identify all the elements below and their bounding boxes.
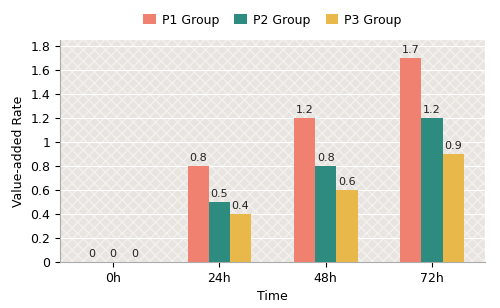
Bar — [315, 166, 336, 262]
Bar — [230, 214, 252, 262]
Text: 0.6: 0.6 — [338, 177, 355, 187]
Text: 1.2: 1.2 — [296, 105, 313, 115]
Text: 0: 0 — [110, 249, 116, 259]
Y-axis label: Value-added Rate: Value-added Rate — [12, 95, 24, 207]
Text: 1.2: 1.2 — [423, 105, 441, 115]
Text: 0.8: 0.8 — [317, 153, 334, 163]
Text: 0.8: 0.8 — [189, 153, 207, 163]
Bar — [421, 118, 442, 262]
Text: 0.5: 0.5 — [210, 189, 228, 199]
Text: 0.9: 0.9 — [444, 141, 462, 151]
Bar — [188, 166, 209, 262]
Bar — [442, 154, 464, 262]
Bar — [400, 58, 421, 262]
Text: 0.4: 0.4 — [232, 201, 250, 211]
Legend: P1 Group, P2 Group, P3 Group: P1 Group, P2 Group, P3 Group — [138, 9, 406, 32]
X-axis label: Time: Time — [257, 290, 288, 303]
Bar — [336, 190, 357, 262]
Text: 0: 0 — [88, 249, 96, 259]
Bar — [294, 118, 315, 262]
Text: 1.7: 1.7 — [402, 45, 419, 55]
Text: 0: 0 — [131, 249, 138, 259]
Bar — [209, 202, 230, 262]
